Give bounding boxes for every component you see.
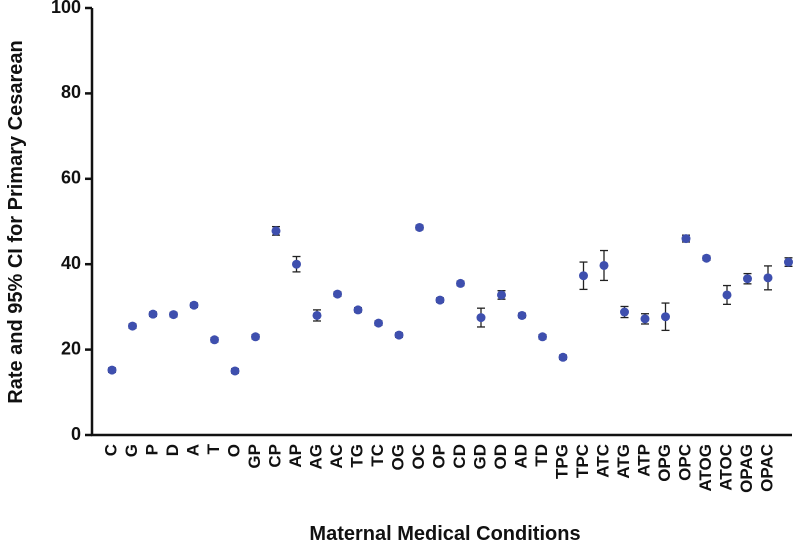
x-tick-label: TPG (552, 444, 571, 479)
x-tick-label: AC (327, 444, 346, 469)
dot (271, 226, 281, 236)
dot (169, 310, 178, 320)
dot (702, 253, 711, 263)
x-tick-label: AP (286, 444, 305, 468)
x-tick-label: AG (306, 444, 325, 470)
x-tick-label: ATC (593, 444, 612, 478)
x-tick-label: ATOG (696, 444, 715, 492)
dot (189, 300, 199, 310)
y-tick-label: 80 (61, 82, 81, 102)
dot (148, 309, 158, 319)
dot (640, 314, 650, 324)
dot (599, 260, 609, 270)
dot (579, 271, 588, 281)
dot (517, 310, 527, 320)
x-tick-label: OPAG (737, 444, 756, 493)
x-tick-label: O (224, 444, 243, 457)
dot (558, 352, 568, 362)
dot (763, 273, 773, 283)
x-tick-label: ATP (634, 444, 653, 477)
dot (476, 313, 486, 323)
x-tick-label: OPC (675, 444, 694, 481)
x-tick-label: OD (491, 444, 510, 470)
dot (107, 365, 117, 375)
x-tick-label: GD (470, 444, 489, 470)
y-tick-label: 20 (61, 338, 81, 358)
x-tick-label: AD (511, 444, 530, 469)
dot (456, 278, 465, 288)
x-tick-label: CP (265, 444, 284, 468)
dot (661, 312, 670, 322)
y-axis-title: Rate and 95% CI for Primary Cesarean (5, 40, 27, 404)
dot (374, 318, 383, 328)
x-tick-label: GP (245, 444, 264, 469)
x-tick-label: OPG (655, 444, 674, 482)
dot (435, 295, 445, 305)
x-tick-label: D (163, 444, 182, 456)
dot (722, 290, 732, 300)
x-tick-label: CD (450, 444, 469, 469)
x-tick-label: OP (429, 444, 448, 469)
x-tick-label: A (183, 444, 202, 456)
dot (312, 310, 322, 320)
y-tick-label: 100 (51, 0, 81, 17)
dot (681, 234, 691, 244)
x-axis-title: Maternal Medical Conditions (309, 523, 580, 545)
x-tick-label: G (122, 444, 141, 457)
x-tick-label: C (101, 444, 120, 456)
dot (415, 222, 424, 232)
x-tick-label: TPC (573, 444, 592, 478)
dot (292, 259, 301, 269)
x-tick-label: TC (368, 444, 387, 467)
dot (251, 332, 260, 342)
dot (394, 330, 404, 340)
x-tick-label: T (204, 443, 223, 454)
dot (743, 274, 752, 284)
x-tick-label: ATOC (716, 444, 735, 491)
x-tick-label: ATG (614, 444, 633, 479)
dot (538, 332, 547, 342)
y-tick-label: 60 (61, 168, 81, 188)
dot (353, 305, 363, 315)
dot (333, 289, 342, 299)
dot (230, 366, 240, 376)
y-tick-label: 0 (71, 424, 81, 444)
y-tick-label: 40 (61, 253, 81, 273)
x-tick-label: P (142, 444, 161, 455)
dot (128, 321, 137, 331)
dot (210, 335, 219, 345)
x-tick-label: OC (409, 444, 428, 470)
x-tick-label: OG (388, 444, 407, 470)
dot (620, 307, 629, 317)
dot (784, 257, 793, 267)
x-tick-label: TD (532, 444, 551, 467)
x-tick-label: OPAC (757, 444, 776, 492)
x-tick-label: TG (347, 444, 366, 468)
dot (497, 290, 506, 300)
